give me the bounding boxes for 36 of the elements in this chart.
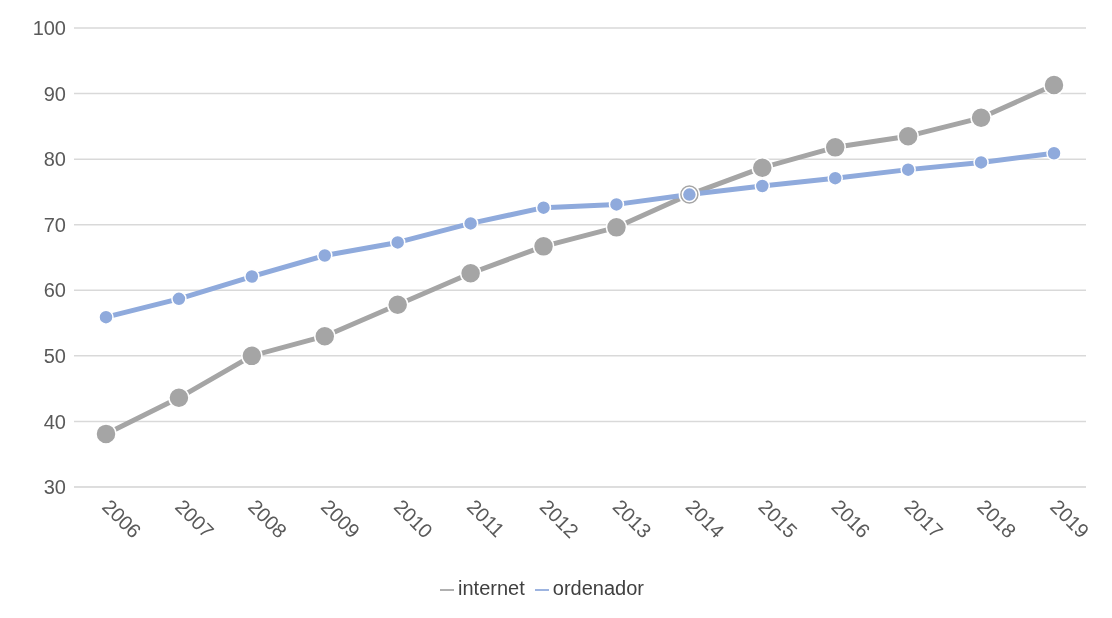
- point: [171, 291, 187, 307]
- point: [168, 387, 190, 409]
- point: [244, 268, 260, 285]
- point: [532, 235, 555, 258]
- point: [897, 125, 919, 147]
- point: [98, 309, 114, 325]
- y-tick-label: 40: [43, 410, 66, 433]
- point: [970, 107, 992, 129]
- point: [754, 178, 771, 194]
- point: [95, 423, 117, 445]
- point: [824, 136, 846, 159]
- point: [314, 325, 336, 347]
- y-tick-label: 80: [43, 148, 66, 171]
- point: [1046, 145, 1062, 161]
- point: [608, 196, 625, 213]
- point: [459, 262, 482, 284]
- legend-label: ordenador: [552, 577, 644, 599]
- y-tick-label: 50: [43, 344, 66, 367]
- point: [605, 216, 628, 239]
- point: [900, 161, 916, 178]
- point: [751, 156, 774, 179]
- y-tick-label: 90: [43, 82, 66, 105]
- point: [1043, 74, 1065, 96]
- y-tick-label: 30: [43, 476, 66, 499]
- point: [462, 215, 479, 232]
- y-tick-label: 70: [43, 213, 66, 236]
- point: [241, 345, 263, 367]
- point: [827, 170, 843, 186]
- point: [535, 199, 552, 216]
- point: [973, 154, 989, 171]
- point: [389, 234, 406, 251]
- y-tick-label: 100: [32, 17, 66, 40]
- legend-label: internet: [458, 577, 525, 599]
- point: [386, 293, 409, 316]
- y-tick-label: 60: [43, 279, 66, 302]
- point: [317, 247, 333, 264]
